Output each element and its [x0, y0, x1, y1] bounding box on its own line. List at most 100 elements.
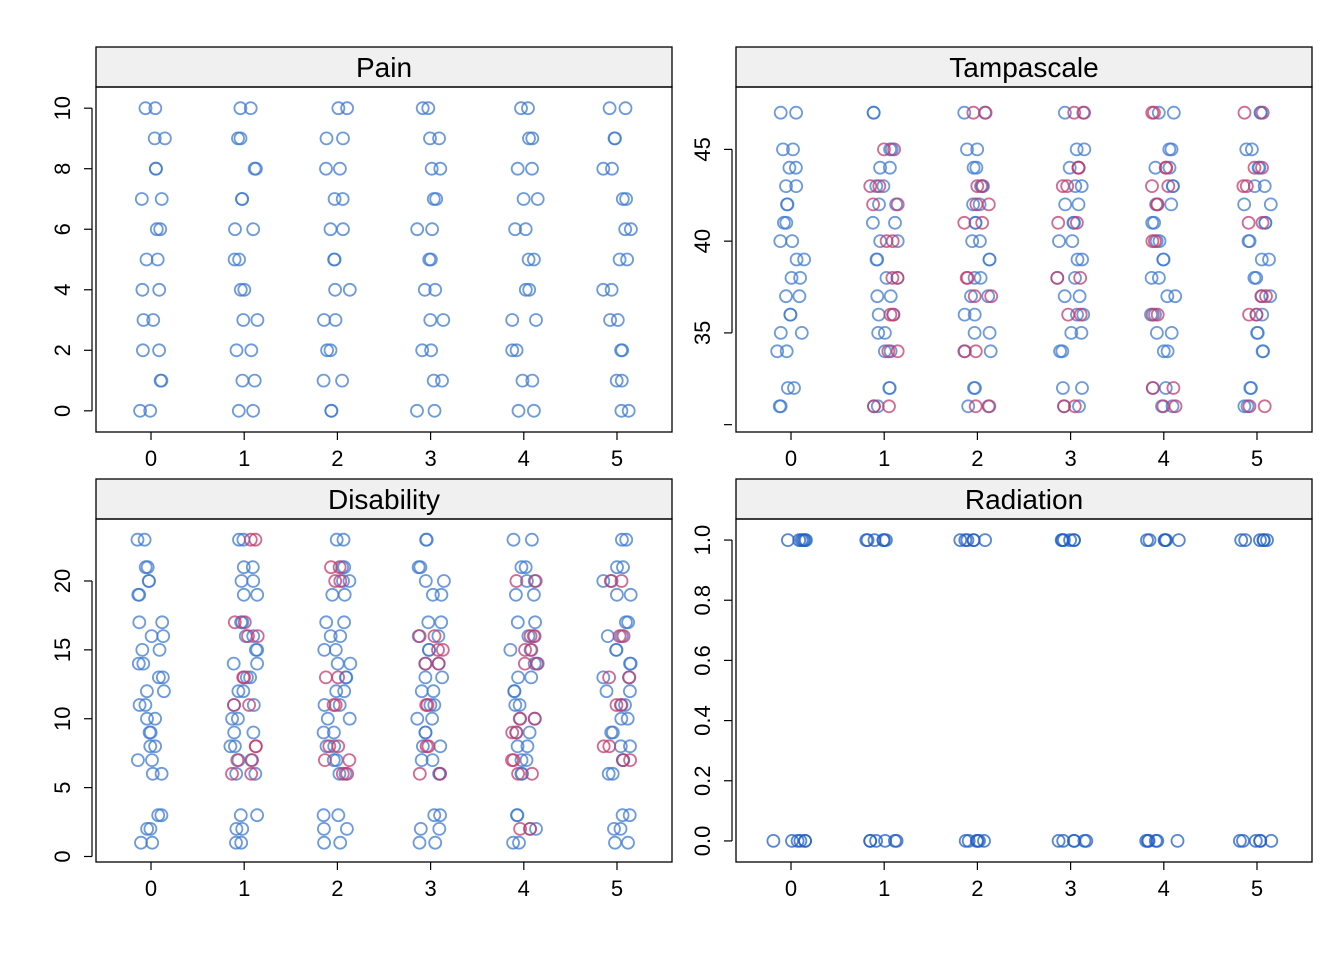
disability-data-point [243, 532, 258, 547]
tampascale-data-point [967, 381, 981, 395]
disability-data-point [135, 643, 150, 657]
tampascale-data-point [1237, 105, 1252, 120]
pain-data-point [317, 313, 331, 327]
radiation-xtick-label: 2 [971, 876, 983, 901]
radiation-frame [735, 518, 1313, 863]
radiation-data-point [1157, 533, 1172, 547]
disability-data-point [316, 725, 331, 740]
tampascale-data-point [968, 344, 983, 359]
tampascale-data-point [1241, 215, 1256, 230]
disability-data-point [608, 835, 622, 850]
tampascale-data-point [878, 325, 892, 340]
tampascale-ytick-label: 45 [690, 137, 715, 161]
tampascale-data-point [1156, 344, 1171, 359]
tampascale-data-point [1250, 325, 1264, 340]
tampascale-data-point [787, 381, 801, 395]
disability-data-point [513, 822, 527, 836]
tampascale-data-point [967, 307, 982, 322]
disability-data-point [132, 615, 147, 630]
disability-data-point [233, 808, 248, 823]
disability-data-point [343, 656, 358, 671]
disability-data-point [596, 670, 611, 685]
disability-data-point [614, 711, 629, 726]
pain-data-point [336, 131, 350, 146]
pain-data-point [157, 131, 172, 146]
disability-data-point [623, 684, 637, 699]
disability-data-point [620, 711, 635, 726]
disability-data-point [337, 615, 352, 630]
disability-data-point [425, 587, 440, 602]
pain-data-point [522, 282, 537, 297]
radiation-data-point [781, 533, 795, 547]
tampascale-data-point [964, 289, 978, 304]
radiation-data-point [798, 834, 812, 848]
disability-data-point [428, 835, 443, 850]
disability-data-point [245, 753, 260, 767]
tampascale-data-point [1263, 197, 1278, 212]
tampascale-data-point [1050, 270, 1065, 285]
disability-data-point [250, 656, 265, 671]
radiation-data-point [953, 533, 968, 547]
tampascale-data-point [1072, 399, 1086, 414]
disability-data-point [339, 822, 354, 836]
disability-data-point [614, 574, 629, 588]
pain-data-point [233, 101, 248, 116]
tampascale-data-point [1257, 179, 1272, 194]
pain-data-point [527, 252, 541, 267]
radiation-data-point [1253, 834, 1267, 848]
pain-data-point [153, 373, 168, 388]
disability-data-point [237, 670, 252, 685]
disability-data-point [435, 643, 450, 657]
radiation-panel: Radiation 0 1 2 3 4 5 0.0 0.2 0.4 0.6 0.8 1.0 [690, 478, 1313, 901]
tampascale-data-point [789, 252, 804, 267]
pain-data-point [246, 222, 261, 237]
pain-data-point [335, 373, 350, 388]
tampascale-data-point [1156, 252, 1171, 267]
disability-data-point [435, 670, 450, 685]
disability-data-point [508, 698, 523, 712]
tampascale-data-point [1067, 105, 1082, 120]
tampascale-xtick-label: 5 [1251, 446, 1263, 471]
tampascale-data-point [1251, 160, 1266, 175]
disability-data-point [623, 656, 637, 671]
tampascale-data-point [969, 160, 984, 175]
pain-data-point [342, 282, 357, 297]
tampascale-data-point [957, 105, 972, 120]
disability-data-point [528, 615, 542, 630]
radiation-data-point [1056, 834, 1071, 848]
disability-data-point [621, 835, 635, 850]
pain-data-point [514, 101, 528, 116]
tampascale-data-point [1257, 399, 1272, 414]
tampascale-data-point [1074, 179, 1089, 194]
disability-data-point [236, 587, 251, 602]
pain-ytick-label: 6 [50, 223, 75, 235]
disability-data-point [231, 684, 246, 699]
tampascale-xtick-label: 2 [971, 446, 983, 471]
disability-data-point [413, 822, 428, 836]
tampascale-xtick-label: 0 [785, 446, 797, 471]
disability-data-point [415, 739, 430, 754]
radiation-data-point [1233, 834, 1247, 848]
tampascale-data-point [1145, 215, 1160, 230]
pain-data-point [619, 192, 633, 206]
pain-title: Pain [356, 52, 412, 83]
tampascale-data-point [1070, 252, 1085, 267]
disability-data-point [619, 532, 634, 547]
disability-data-point [420, 698, 435, 712]
radiation-data-point [1257, 533, 1271, 547]
radiation-data-point [977, 834, 991, 848]
pain-data-point [319, 131, 334, 146]
disability-data-point [509, 574, 524, 588]
pain-data-point [621, 403, 636, 418]
disability-data-point [434, 587, 449, 602]
tampascale-data-point [1247, 160, 1262, 175]
tampascale-data-point [975, 215, 990, 230]
disability-data-point [324, 560, 338, 575]
disability-data-point [246, 725, 261, 740]
disability-data-point [136, 656, 151, 671]
disability-data-point [616, 560, 630, 575]
disability-data-point [331, 808, 346, 823]
tampascale-data-point [1057, 289, 1072, 304]
pain-data-point [505, 343, 520, 358]
disability-ytick-label: 15 [50, 638, 75, 662]
